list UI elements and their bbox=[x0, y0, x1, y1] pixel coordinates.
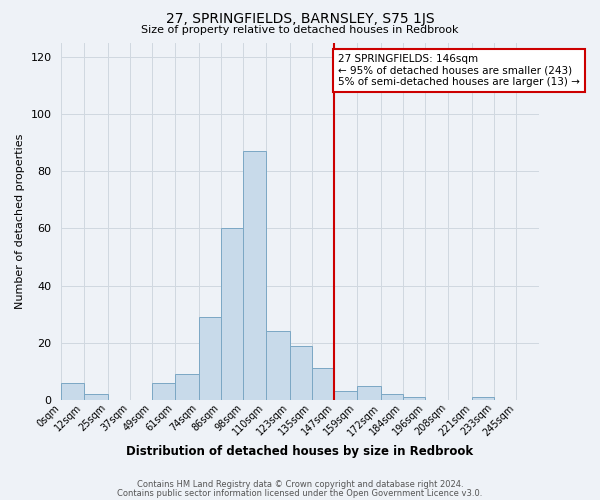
Bar bbox=[61, 382, 83, 400]
Text: Size of property relative to detached houses in Redbrook: Size of property relative to detached ho… bbox=[141, 25, 459, 35]
X-axis label: Distribution of detached houses by size in Redbrook: Distribution of detached houses by size … bbox=[127, 444, 473, 458]
Text: 27 SPRINGFIELDS: 146sqm
← 95% of detached houses are smaller (243)
5% of semi-de: 27 SPRINGFIELDS: 146sqm ← 95% of detache… bbox=[338, 54, 580, 87]
Text: Contains HM Land Registry data © Crown copyright and database right 2024.: Contains HM Land Registry data © Crown c… bbox=[137, 480, 463, 489]
Bar bbox=[334, 392, 356, 400]
Bar bbox=[175, 374, 199, 400]
Bar bbox=[199, 317, 221, 400]
Bar bbox=[83, 394, 108, 400]
Y-axis label: Number of detached properties: Number of detached properties bbox=[15, 134, 25, 309]
Bar bbox=[381, 394, 403, 400]
Bar bbox=[152, 382, 175, 400]
Bar bbox=[312, 368, 334, 400]
Bar bbox=[221, 228, 244, 400]
Text: 27, SPRINGFIELDS, BARNSLEY, S75 1JS: 27, SPRINGFIELDS, BARNSLEY, S75 1JS bbox=[166, 12, 434, 26]
Bar bbox=[403, 397, 425, 400]
Bar bbox=[290, 346, 312, 400]
Text: Contains public sector information licensed under the Open Government Licence v3: Contains public sector information licen… bbox=[118, 488, 482, 498]
Bar bbox=[472, 397, 494, 400]
Bar bbox=[244, 151, 266, 400]
Bar bbox=[266, 332, 290, 400]
Bar bbox=[356, 386, 381, 400]
